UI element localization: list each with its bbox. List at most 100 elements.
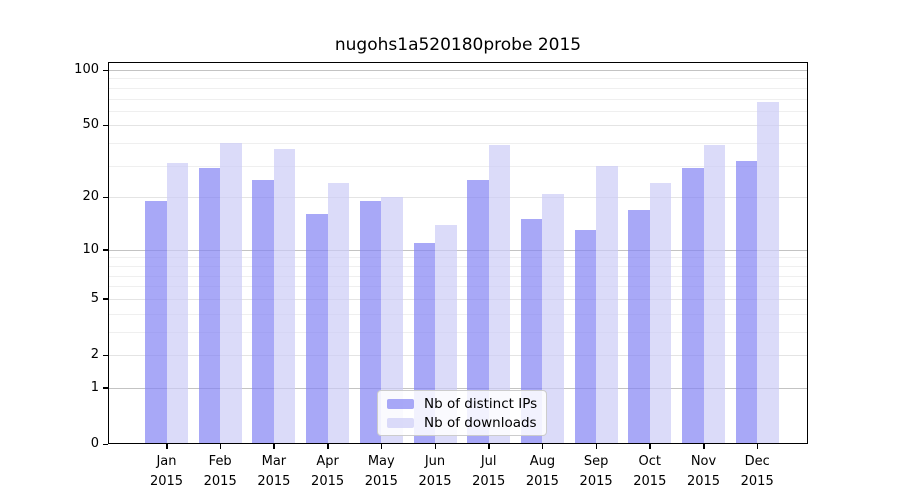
x-tick-label: Sep 2015: [564, 452, 628, 492]
x-tick-label: Mar 2015: [242, 452, 306, 492]
legend-label-downloads: Nb of downloads: [424, 414, 537, 431]
legend-swatch-distinct-ips: [387, 398, 414, 409]
gridline-90: [109, 78, 807, 80]
gridline-4: [109, 313, 807, 315]
gridline-70: [109, 98, 807, 100]
bar-downloads: [649, 183, 672, 444]
x-tick-year: 2015: [418, 474, 452, 489]
y-tick: [103, 443, 108, 445]
bar-downloads: [542, 193, 564, 444]
gridline-3: [109, 331, 807, 333]
y-tick: [103, 249, 108, 251]
x-tick-month: Jan: [156, 454, 177, 469]
x-tick-year: 2015: [149, 474, 184, 489]
legend-label-distinct-ips: Nb of distinct IPs: [424, 395, 538, 412]
x-tick-year: 2015: [633, 474, 667, 489]
x-tick-year: 2015: [579, 474, 613, 489]
y-tick-label: 10: [82, 241, 99, 257]
plot-border: [108, 62, 808, 444]
x-tick-month: Aug: [529, 454, 556, 469]
y-tick: [103, 298, 108, 300]
x-tick: [166, 444, 168, 449]
gridline-20: [109, 197, 807, 199]
legend-item-downloads: Nb of downloads: [387, 416, 546, 430]
x-tick-label: Oct 2015: [618, 452, 682, 492]
x-tick: [756, 444, 759, 449]
x-tick-month: Oct: [638, 454, 662, 469]
x-tick-month: Jul: [480, 454, 497, 469]
legend-swatch-downloads: [387, 417, 414, 428]
bar-distinct-ips: [467, 180, 489, 444]
legend-item-distinct-ips: Nb of distinct IPs: [387, 397, 546, 411]
gridline-40: [109, 143, 807, 145]
y-tick: [103, 124, 108, 127]
x-tick: [327, 444, 329, 449]
bar-downloads: [703, 145, 725, 444]
gridline-6: [109, 286, 807, 288]
gridline-30: [109, 165, 807, 167]
bar-downloads: [273, 149, 296, 444]
x-tick-year: 2015: [472, 474, 506, 489]
bar-downloads: [327, 183, 350, 444]
y-tick: [103, 196, 108, 199]
x-tick-label: Jun 2015: [403, 452, 467, 492]
gridline-9: [109, 257, 807, 259]
x-tick-year: 2015: [686, 474, 721, 489]
x-tick-year: 2015: [364, 474, 398, 489]
gridline-10: [109, 249, 807, 251]
gridline-2: [109, 355, 807, 356]
x-tick-month: Apr: [316, 454, 339, 469]
x-tick: [649, 444, 651, 449]
x-tick-label: Feb 2015: [188, 452, 252, 492]
bar-downloads: [435, 224, 457, 444]
x-tick-month: May: [367, 454, 395, 469]
x-tick-month: Sep: [583, 454, 609, 469]
x-tick-label: Apr 2015: [296, 452, 360, 492]
bar-downloads: [596, 165, 618, 444]
x-tick: [488, 444, 490, 449]
x-tick-label: May 2015: [349, 452, 413, 492]
bar-distinct-ips: [682, 168, 704, 444]
x-tick: [219, 444, 222, 449]
bar-distinct-ips: [359, 201, 382, 444]
y-tick-label: 0: [90, 436, 99, 451]
bar-distinct-ips: [735, 160, 758, 444]
x-tick: [703, 444, 705, 449]
bar-downloads: [220, 143, 242, 444]
gridline-8: [109, 265, 807, 267]
x-tick-month: Nov: [690, 454, 717, 469]
x-tick-label: Aug 2015: [510, 452, 574, 492]
bar-distinct-ips: [628, 209, 650, 444]
x-tick-month: Dec: [744, 454, 770, 469]
x-tick-month: Jun: [424, 454, 446, 469]
bar-downloads: [757, 102, 779, 444]
bar-downloads: [166, 163, 188, 444]
bar-distinct-ips: [198, 168, 221, 444]
y-tick: [103, 387, 108, 389]
bar-downloads: [381, 197, 403, 444]
gridline-1: [109, 387, 807, 389]
x-tick-year: 2015: [311, 474, 345, 489]
y-tick-label: 20: [82, 189, 99, 205]
bar-distinct-ips: [306, 214, 328, 444]
x-tick: [380, 444, 383, 449]
y-tick: [103, 69, 108, 71]
gridline-50: [109, 125, 807, 127]
gridline-60: [109, 110, 807, 112]
gridline-100: [109, 70, 807, 71]
legend: Nb of distinct IPs Nb of downloads: [377, 390, 547, 436]
x-tick-year: 2015: [740, 474, 774, 489]
x-tick-month: Feb: [208, 454, 232, 469]
x-tick-label: Dec 2015: [725, 452, 789, 492]
y-tick-label: 1: [90, 379, 99, 395]
gridline-7: [109, 275, 807, 277]
x-tick-label: Jul 2015: [457, 452, 521, 492]
bar-distinct-ips: [520, 219, 543, 444]
x-tick-year: 2015: [257, 474, 291, 489]
bar-distinct-ips: [574, 230, 597, 444]
bar-distinct-ips: [145, 201, 167, 444]
x-tick-month: Mar: [261, 454, 287, 469]
x-tick-year: 2015: [203, 474, 237, 489]
y-tick: [103, 354, 108, 356]
